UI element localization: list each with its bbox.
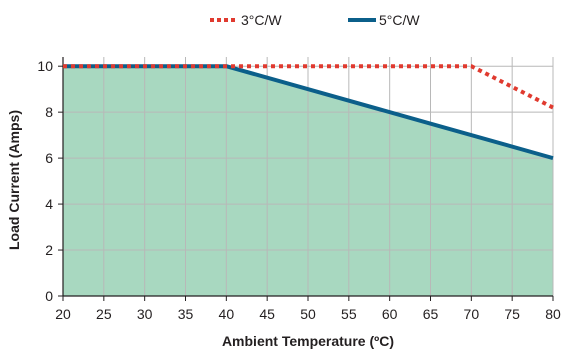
x-tick-label: 70	[464, 306, 480, 322]
x-axis-title: Ambient Temperature (ºC)	[222, 333, 394, 349]
x-tick-label: 25	[96, 306, 112, 322]
x-tick-label: 60	[382, 306, 398, 322]
x-tick-label: 45	[259, 306, 275, 322]
x-tick-label: 80	[545, 306, 561, 322]
y-tick-label: 0	[45, 288, 53, 304]
series-line-3cw	[63, 64, 554, 110]
x-tick-label: 75	[504, 306, 520, 322]
x-tick-label: 35	[178, 306, 194, 322]
x-tick-label: 40	[219, 306, 235, 322]
y-tick-label: 4	[45, 196, 53, 212]
x-tick-label: 50	[300, 306, 316, 322]
legend-label-3cw: 3°C/W	[241, 12, 282, 28]
plot-area: 20 25 30 35 40 45 50 55 60 65 70 75 80 0 2 4 6 8 10	[37, 57, 561, 322]
x-tick-label: 55	[341, 306, 357, 322]
legend: 3°C/W 5°C/W	[210, 12, 420, 28]
y-axis-title: Load Current (Amps)	[6, 110, 22, 250]
x-tick-label: 20	[55, 306, 71, 322]
x-tick-label: 30	[137, 306, 153, 322]
x-tick-label: 65	[423, 306, 439, 322]
y-tick-label: 2	[45, 242, 53, 258]
y-tick-label: 10	[37, 58, 53, 74]
legend-label-5cw: 5°C/W	[379, 12, 420, 28]
y-tick-label: 8	[45, 104, 53, 120]
y-tick-label: 6	[45, 150, 53, 166]
